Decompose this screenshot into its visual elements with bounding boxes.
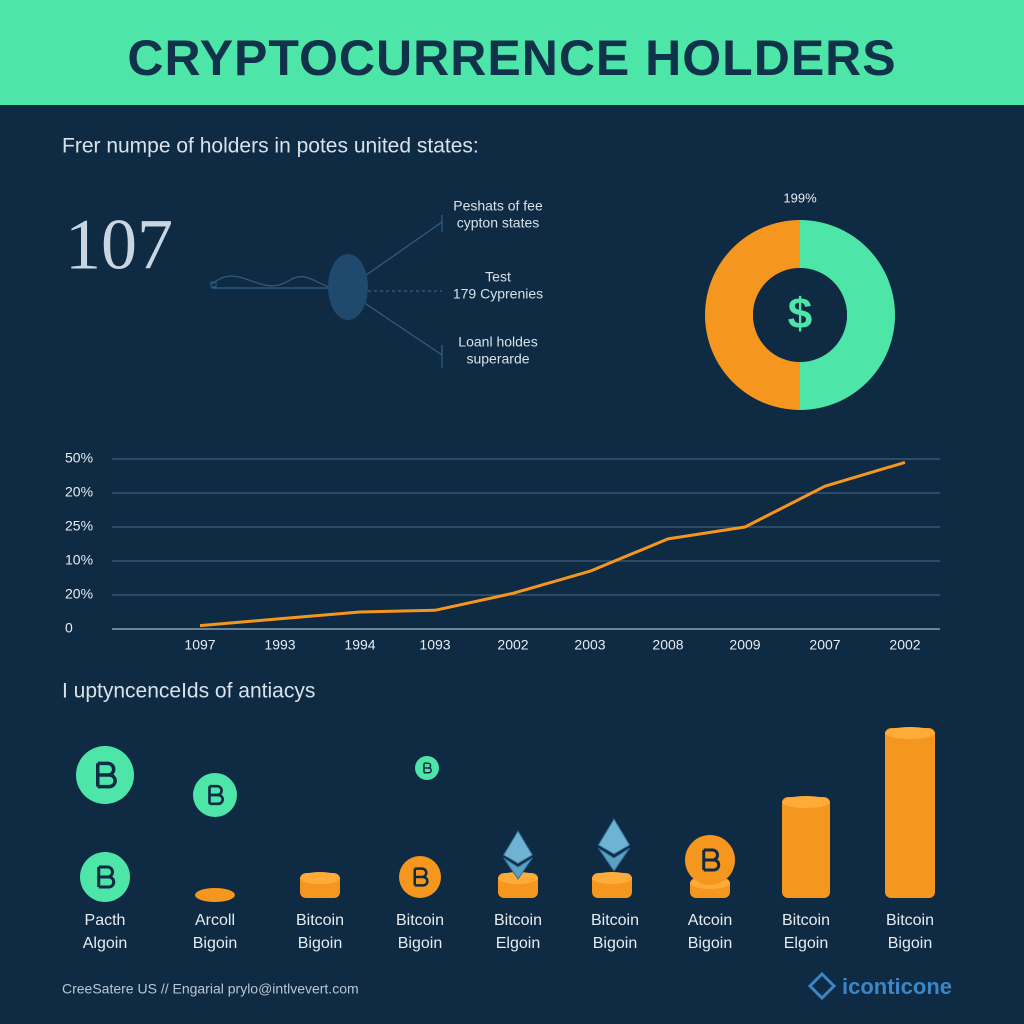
- cylinder-top: [592, 872, 632, 884]
- pie-slice: [800, 220, 895, 410]
- cylinder-top: [885, 727, 935, 739]
- line: [199, 460, 906, 628]
- x-tick-label: 1994: [344, 637, 375, 653]
- token-label: Bigoin: [193, 935, 237, 952]
- annotation: Peshats of fee: [453, 198, 543, 214]
- x-tick-label: 2002: [497, 637, 528, 653]
- x-tick-label: 1097: [184, 637, 215, 653]
- token-label: Bigoin: [888, 935, 932, 952]
- annotation: superarde: [466, 351, 529, 367]
- x-tick-label: 2008: [652, 637, 683, 653]
- pie-slice: [705, 220, 800, 410]
- token-label: Bigoin: [688, 935, 732, 952]
- eth-icon: [503, 857, 533, 880]
- y-tick-label: 0: [65, 620, 73, 636]
- annotation: Test: [485, 269, 511, 285]
- y-tick-label: 20%: [65, 586, 93, 602]
- cylinder: [782, 797, 830, 898]
- connector: [211, 275, 346, 289]
- footer-credit: CreeSatere US // Engarial prylo@intlveve…: [62, 981, 359, 997]
- x-tick-label: 2007: [809, 637, 840, 653]
- cylinder-top: [300, 872, 340, 884]
- token-label: Atcoin: [688, 912, 732, 929]
- annotation-node: [328, 254, 368, 320]
- pie-hole: [753, 268, 847, 362]
- token-label: Bitcoin: [396, 912, 444, 929]
- annotation: Loanl holdes: [458, 334, 537, 350]
- cylinder: [885, 728, 935, 898]
- token-label: Bitcoin: [296, 912, 344, 929]
- y-tick-label: 25%: [65, 518, 93, 534]
- token-label: Bitcoin: [591, 912, 639, 929]
- eth-icon: [597, 818, 631, 855]
- connector: [361, 221, 443, 279]
- annotation-node: [210, 281, 217, 288]
- connector: [359, 299, 443, 356]
- section-heading: I uptyncenceIds of antiacys: [62, 680, 315, 703]
- eth-icon: [597, 847, 631, 872]
- eth-icon: [502, 830, 534, 864]
- annotation-connectors: [211, 215, 443, 368]
- annotation: cypton states: [457, 215, 540, 231]
- x-tick-label: 2009: [729, 637, 760, 653]
- x-tick-label: 1093: [419, 637, 450, 653]
- token-label: Elgoin: [496, 935, 540, 952]
- token-label: Pacth: [85, 912, 126, 929]
- annotation: 179 Cyprenies: [453, 286, 543, 302]
- subtitle: Frer numpe of holders in potes united st…: [62, 135, 479, 158]
- x-tick-label: 1993: [264, 637, 295, 653]
- token-label: Bigoin: [298, 935, 342, 952]
- big-number: 107: [65, 205, 173, 285]
- disk: [195, 888, 235, 902]
- coin-glyph: [413, 867, 429, 887]
- token-label: Bigoin: [593, 935, 637, 952]
- cylinder-top: [782, 796, 830, 808]
- coin-glyph: [208, 784, 224, 806]
- token-label: Elgoin: [784, 935, 828, 952]
- coin-glyph: [96, 761, 117, 789]
- coin-glyph: [702, 848, 721, 872]
- token-label: Bitcoin: [494, 912, 542, 929]
- logo-text: iconticone: [842, 974, 952, 999]
- x-tick-label: 2002: [889, 637, 920, 653]
- coin-glyph: [97, 865, 116, 889]
- coin-glyph: [423, 762, 432, 774]
- header-band: [0, 0, 1024, 105]
- y-tick-label: 20%: [65, 484, 93, 500]
- logo-icon: [807, 971, 837, 1001]
- x-tick-label: 2003: [574, 637, 605, 653]
- token-label: Bigoin: [398, 935, 442, 952]
- pie-label: 199%: [783, 190, 817, 205]
- y-tick-label: 50%: [65, 450, 93, 466]
- pie-center-symbol: $: [788, 290, 812, 339]
- title: CRYPTOCURRENCE HOLDERS: [127, 30, 896, 86]
- token-label: Bitcoin: [782, 912, 830, 929]
- token-label: Bitcoin: [886, 912, 934, 929]
- y-tick-label: 10%: [65, 552, 93, 568]
- token-label: Algoin: [83, 935, 127, 952]
- token-label: Arcoll: [195, 912, 235, 929]
